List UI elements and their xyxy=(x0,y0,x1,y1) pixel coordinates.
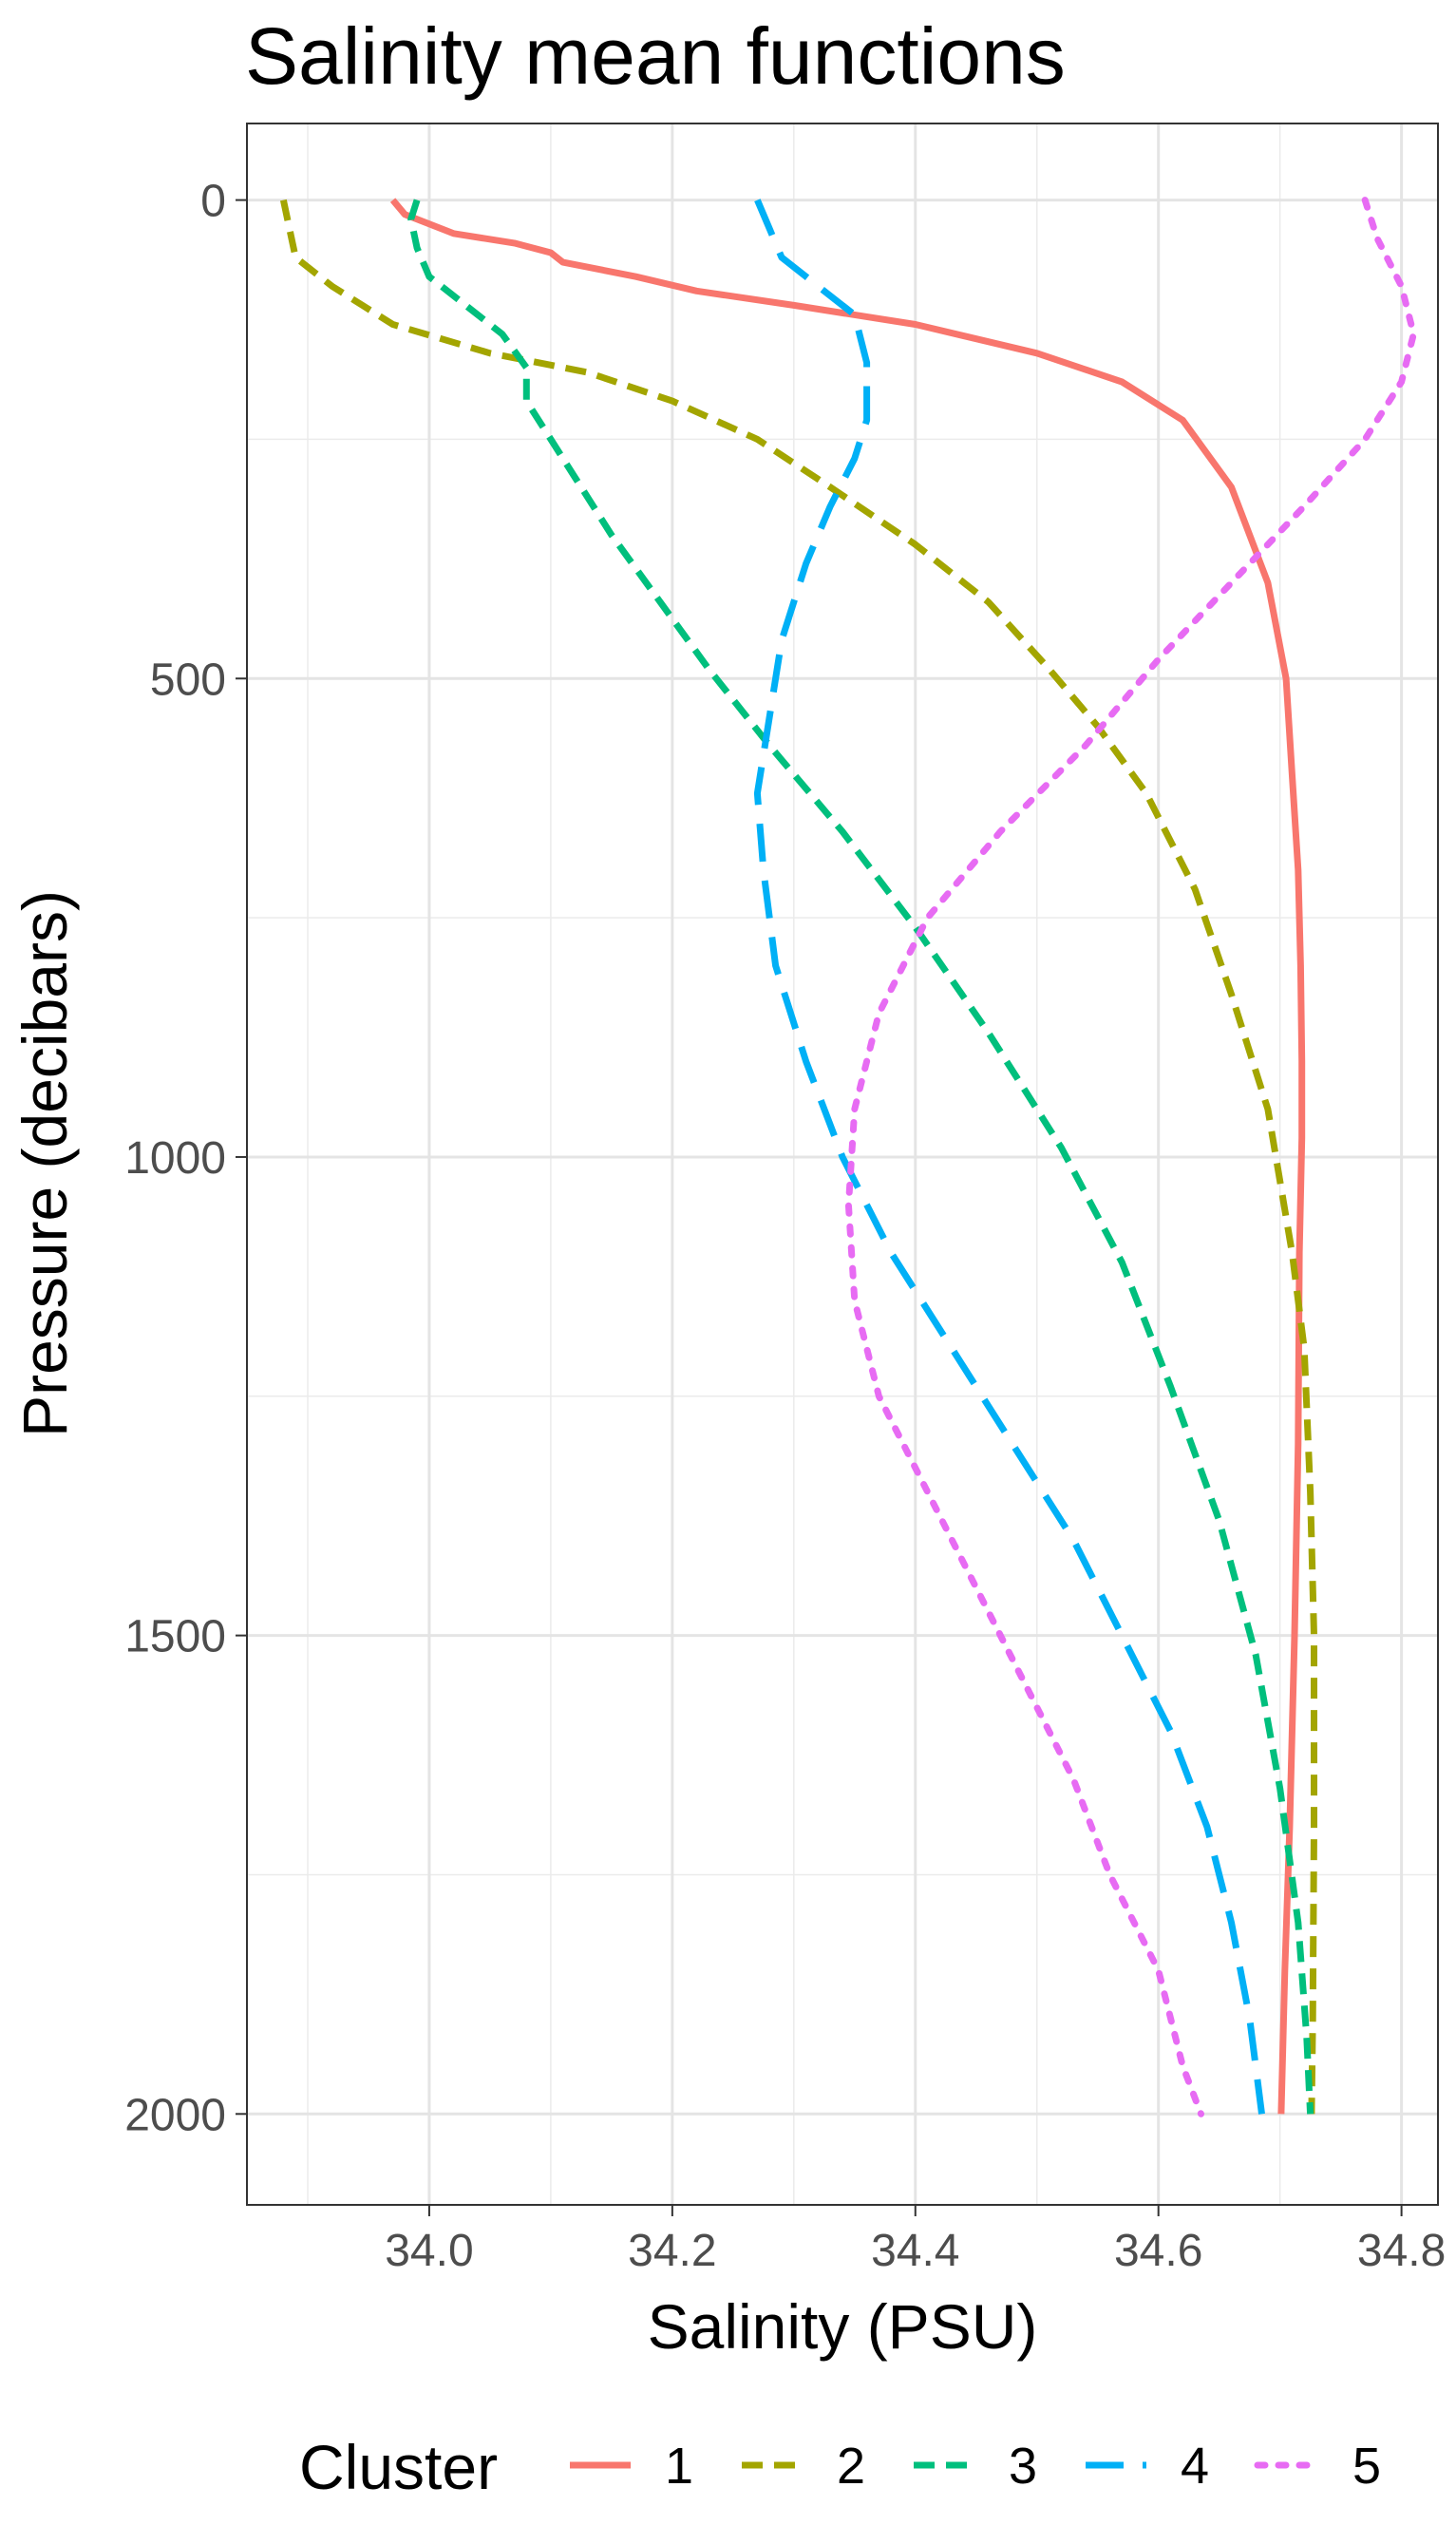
legend-title: Cluster xyxy=(299,2432,498,2502)
series-line-cluster-3 xyxy=(407,199,1314,2115)
legend-label-cluster-3: 3 xyxy=(1009,2438,1037,2495)
series-line-cluster-1 xyxy=(389,198,1306,2115)
y-axis-title: Pressure (decibars) xyxy=(9,890,80,1437)
x-tick-label: 34.2 xyxy=(628,2226,716,2276)
y-tick-label: 0 xyxy=(200,177,226,227)
legend-label-cluster-4: 4 xyxy=(1181,2438,1209,2495)
x-tick-label: 34.8 xyxy=(1357,2226,1446,2276)
legend-label-cluster-2: 2 xyxy=(837,2438,865,2495)
chart-title: Salinity mean functions xyxy=(245,11,1066,101)
y-tick-label: 2000 xyxy=(124,2090,226,2140)
series-line-cluster-5 xyxy=(844,197,1417,2117)
series-line-cluster-4 xyxy=(753,199,1265,2115)
y-tick-label: 1000 xyxy=(124,1133,226,1184)
x-tick-label: 34.0 xyxy=(385,2226,473,2276)
x-axis-ticks: 34.0 34.2 34.4 34.6 34.8 xyxy=(385,2205,1446,2276)
series-line-cluster-2 xyxy=(279,199,1317,2115)
series-lines xyxy=(279,197,1417,2117)
plot-border xyxy=(246,123,1439,2206)
major-gridlines xyxy=(247,123,1438,2205)
y-axis-ticks: 0 500 1000 1500 2000 xyxy=(124,177,247,2140)
y-tick-label: 1500 xyxy=(124,1612,226,1662)
legend-label-cluster-5: 5 xyxy=(1352,2438,1381,2495)
minor-gridlines xyxy=(247,123,1438,2205)
y-tick-label: 500 xyxy=(150,655,226,705)
x-tick-label: 34.4 xyxy=(871,2226,959,2276)
x-axis-title: Salinity (PSU) xyxy=(648,2291,1038,2362)
legend: Cluster 1 2 3 4 5 xyxy=(299,2432,1381,2502)
legend-label-cluster-1: 1 xyxy=(665,2438,693,2495)
x-tick-label: 34.6 xyxy=(1114,2226,1202,2276)
